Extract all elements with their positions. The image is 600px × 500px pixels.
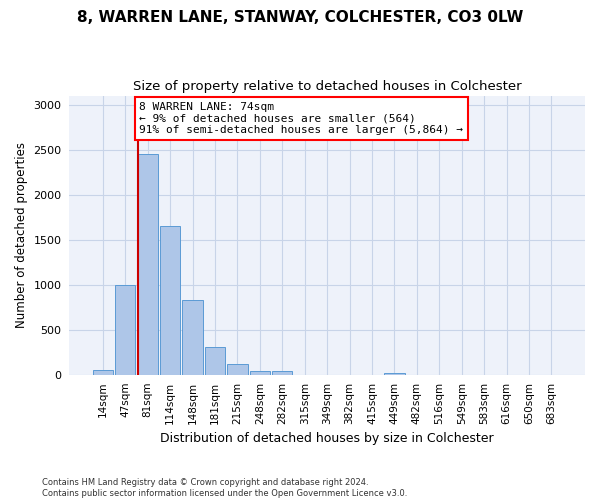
Bar xyxy=(205,348,225,376)
Bar xyxy=(250,371,270,376)
Text: 8, WARREN LANE, STANWAY, COLCHESTER, CO3 0LW: 8, WARREN LANE, STANWAY, COLCHESTER, CO3… xyxy=(77,10,523,25)
Text: 8 WARREN LANE: 74sqm
← 9% of detached houses are smaller (564)
91% of semi-detac: 8 WARREN LANE: 74sqm ← 9% of detached ho… xyxy=(139,102,463,135)
Bar xyxy=(93,370,113,376)
Bar xyxy=(137,154,158,376)
Bar xyxy=(272,371,292,376)
Text: Contains HM Land Registry data © Crown copyright and database right 2024.
Contai: Contains HM Land Registry data © Crown c… xyxy=(42,478,407,498)
Bar xyxy=(115,285,136,376)
Title: Size of property relative to detached houses in Colchester: Size of property relative to detached ho… xyxy=(133,80,521,93)
X-axis label: Distribution of detached houses by size in Colchester: Distribution of detached houses by size … xyxy=(160,432,494,445)
Bar xyxy=(182,300,203,376)
Bar xyxy=(385,372,404,376)
Y-axis label: Number of detached properties: Number of detached properties xyxy=(15,142,28,328)
Bar xyxy=(160,226,180,376)
Bar xyxy=(227,364,248,376)
